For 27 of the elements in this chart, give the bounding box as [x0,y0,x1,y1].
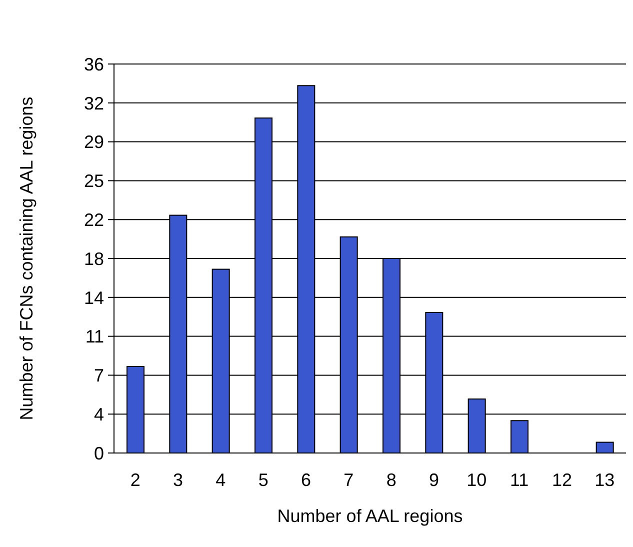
y-axis-title: Number of FCNs containing AAL regions [16,96,36,420]
x-tick-label: 3 [172,470,184,490]
y-tick-label: 18 [84,248,104,269]
bar [510,420,528,453]
x-tick-label: 2 [130,470,140,490]
bar [596,442,614,453]
y-tick-label: 36 [84,54,104,74]
y-tick-label: 32 [84,93,104,114]
y-tick-label: 7 [94,366,104,386]
x-tick-label: 6 [300,470,312,490]
x-tick-label: 8 [386,470,396,490]
y-tick-label: 29 [84,132,104,152]
x-tick-label: 13 [594,470,615,490]
x-tick-label: 7 [344,470,354,490]
y-tick-label: 22 [84,210,104,230]
x-tick-label: 5 [258,470,268,490]
y-tick-label: 14 [84,288,104,308]
x-tick-label: 9 [428,470,440,490]
y-tick-label: 4 [94,404,104,424]
x-tick-label: 12 [552,470,572,490]
y-tick-label: 11 [85,326,104,347]
x-tick-label: 11 [510,470,529,490]
x-tick-label: 10 [466,470,487,490]
y-tick-label: 0 [94,443,104,464]
x-tick-label: 4 [216,470,226,490]
y-tick-label: 25 [84,171,104,192]
x-axis-title: Number of AAL regions [277,506,463,526]
